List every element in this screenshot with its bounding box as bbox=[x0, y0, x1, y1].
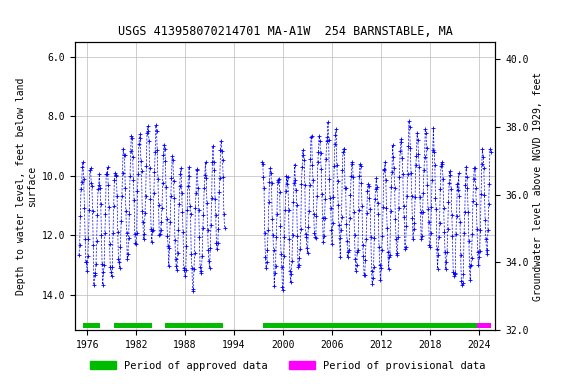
Title: USGS 413958070214701 MA-A1W  254 BARNSTABLE, MA: USGS 413958070214701 MA-A1W 254 BARNSTAB… bbox=[118, 25, 453, 38]
Y-axis label: Groundwater level above NGVD 1929, feet: Groundwater level above NGVD 1929, feet bbox=[533, 72, 543, 301]
Legend: Period of approved data, Period of provisional data: Period of approved data, Period of provi… bbox=[86, 357, 490, 375]
Y-axis label: Depth to water level, feet below land
surface: Depth to water level, feet below land su… bbox=[16, 78, 37, 295]
